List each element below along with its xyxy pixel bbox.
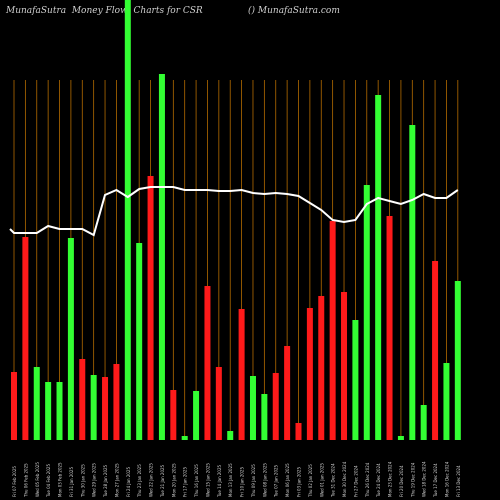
x-tick-label: Wed 01 Jan 2025 (319, 463, 324, 497)
bar (454, 281, 461, 440)
x-tick-label: Thu 19 Dec 2024 (410, 462, 415, 498)
bar (56, 382, 63, 440)
bar (181, 436, 188, 440)
bar (67, 238, 74, 440)
x-tick-label: Thu 30 Jan 2025 (80, 464, 85, 498)
x-tick-label: Wed 22 Jan 2025 (149, 463, 154, 497)
x-tick-label: Thu 16 Jan 2025 (194, 464, 199, 498)
price-line-layer (9, 186, 459, 237)
bar (363, 185, 370, 440)
bar (443, 363, 450, 440)
x-tick-label: Thu 09 Jan 2025 (251, 464, 256, 498)
x-tick-label: Thu 23 Jan 2025 (137, 464, 142, 498)
x-tick-label: Fri 10 Jan 2025 (240, 467, 245, 497)
x-tick-label: Tue 04 Feb 2025 (46, 464, 51, 498)
x-tick-label: Mon 20 Jan 2025 (171, 463, 176, 497)
x-tick-label: Wed 29 Jan 2025 (92, 463, 97, 497)
x-tick-label: Fri 03 Jan 2025 (297, 467, 302, 497)
x-tick-labels: Fri 07 Feb 2025 Thu 06 Feb 2025 Wed 05 Feb… (12, 461, 461, 498)
bar (227, 431, 234, 440)
bar (22, 237, 29, 440)
x-tick-label: Fri 07 Feb 2025 (12, 466, 17, 497)
bar (272, 373, 279, 440)
x-tick-label: Fri 17 Jan 2025 (183, 467, 188, 497)
bar (352, 320, 359, 440)
bar (375, 95, 382, 440)
bar (329, 221, 336, 440)
bar (102, 377, 109, 440)
x-tick-label: Fri 20 Dec 2024 (399, 465, 404, 497)
site-credit: () MunafaSutra.com (248, 6, 340, 16)
bar (261, 394, 268, 440)
x-tick-label: Fri 13 Dec 2024 (456, 465, 461, 497)
bar (295, 423, 302, 440)
x-tick-label: Mon 27 Jan 2025 (114, 463, 119, 497)
bar (193, 391, 200, 440)
x-tick-label: Tue 28 Jan 2025 (103, 464, 108, 498)
bar (386, 216, 393, 440)
x-tick-label: Thu 02 Jan 2025 (308, 464, 313, 498)
bar (409, 125, 416, 440)
x-tick-label: Fri 31 Jan 2025 (69, 467, 74, 497)
bar (33, 367, 40, 440)
bar (90, 375, 97, 440)
bar (204, 286, 211, 440)
x-tick-label: Wed 18 Dec 2024 (422, 461, 427, 497)
x-tick-label: Mon 30 Dec 2024 (342, 461, 347, 497)
bar (136, 243, 143, 440)
x-tick-label: Mon 06 Jan 2025 (285, 463, 290, 497)
bar (238, 309, 245, 440)
x-tick-label: Thu 26 Dec 2024 (365, 462, 370, 498)
bar (158, 74, 165, 440)
bar (397, 436, 404, 440)
bar (215, 367, 222, 440)
x-tick-label: Fri 24 Jan 2025 (126, 467, 131, 497)
x-tick-label: Mon 03 Feb 2025 (58, 462, 63, 497)
bar (284, 346, 291, 440)
x-tick-label: Tue 17 Dec 2024 (433, 463, 438, 498)
bar (341, 292, 348, 440)
x-tick-label: Mon 23 Dec 2024 (388, 461, 393, 497)
x-tick-label: Mon 16 Dec 2024 (444, 461, 449, 497)
bar (45, 382, 52, 440)
chart-title: MunafaSutra Money Flow Charts for CSR (6, 6, 203, 16)
bar (147, 176, 154, 440)
x-tick-label: Mon 13 Jan 2025 (228, 463, 233, 497)
bar (306, 308, 313, 440)
bar (11, 372, 17, 440)
bar (170, 390, 177, 440)
x-tick-label: Tue 14 Jan 2025 (217, 464, 222, 498)
bar-series (11, 0, 461, 440)
bar (113, 364, 120, 440)
x-tick-label: Tue 07 Jan 2025 (274, 464, 279, 498)
x-tick-label: Tue 21 Jan 2025 (160, 464, 165, 498)
bar (79, 359, 86, 440)
x-tick-label: Thu 06 Feb 2025 (23, 463, 28, 498)
bar (249, 376, 256, 440)
bar (432, 261, 439, 440)
x-tick-label: Wed 08 Jan 2025 (262, 463, 267, 497)
x-tick-label: Fri 27 Dec 2024 (353, 465, 358, 497)
x-tick-label: Wed 05 Feb 2025 (35, 462, 40, 497)
bar (420, 405, 427, 440)
x-tick-label: Tue 24 Dec 2024 (376, 463, 381, 498)
x-tick-label: Wed 15 Jan 2025 (205, 463, 210, 497)
bar (318, 296, 325, 440)
price-line (9, 186, 459, 237)
x-tick-label: Tue 31 Dec 2024 (331, 463, 336, 498)
bar (124, 0, 131, 440)
